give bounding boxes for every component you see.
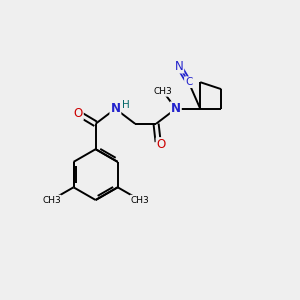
Text: N: N bbox=[171, 102, 181, 115]
Text: N: N bbox=[110, 102, 120, 115]
Text: C: C bbox=[185, 77, 192, 87]
Text: O: O bbox=[157, 138, 166, 151]
Text: CH3: CH3 bbox=[130, 196, 149, 205]
Text: CH3: CH3 bbox=[42, 196, 61, 205]
Text: N: N bbox=[175, 59, 183, 73]
Text: CH3: CH3 bbox=[154, 87, 172, 96]
Text: H: H bbox=[122, 100, 130, 110]
Text: O: O bbox=[74, 107, 83, 120]
